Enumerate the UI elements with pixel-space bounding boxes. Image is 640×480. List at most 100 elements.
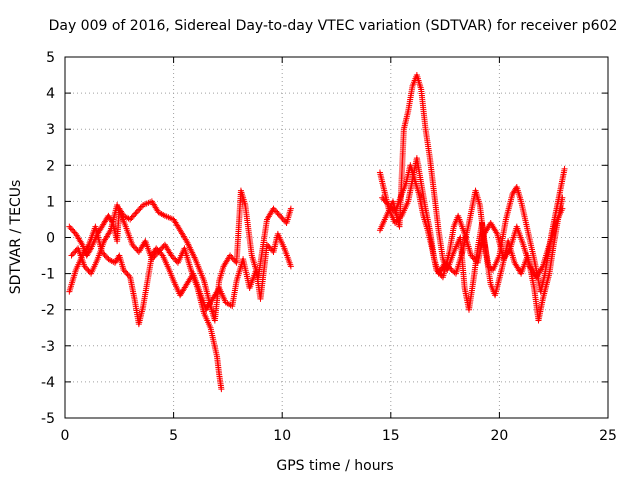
y-tick-label: 1 xyxy=(46,194,55,210)
y-tick-label: 2 xyxy=(46,158,55,174)
data-point-marker xyxy=(389,206,396,213)
grid-lines xyxy=(65,57,608,418)
data-point-marker xyxy=(128,215,135,222)
data-point-marker xyxy=(169,253,176,260)
data-point-marker xyxy=(287,205,294,212)
data-point-marker xyxy=(168,252,175,259)
data-point-marker xyxy=(124,271,131,278)
data-point-marker xyxy=(125,272,132,279)
data-point-marker xyxy=(559,205,566,212)
data-point-marker xyxy=(153,245,160,252)
data-point-marker xyxy=(70,228,77,235)
data-point-marker xyxy=(380,196,387,203)
y-tick-label: -4 xyxy=(41,375,55,391)
data-point-marker xyxy=(155,248,162,255)
data-point-marker xyxy=(71,249,78,256)
y-axis-label: SDTVAR / TECUs xyxy=(8,180,24,295)
data-point-marker xyxy=(384,200,391,207)
data-point-marker xyxy=(270,205,277,212)
data-point-marker xyxy=(469,253,476,260)
data-point-marker xyxy=(228,253,235,260)
data-point-marker xyxy=(134,207,141,214)
data-point-marker xyxy=(85,267,92,274)
data-point-marker xyxy=(561,165,568,172)
data-point-marker xyxy=(263,241,270,248)
data-point-marker xyxy=(277,212,284,219)
data-point-marker xyxy=(559,194,566,201)
data-point-marker xyxy=(129,213,136,220)
data-point-marker xyxy=(287,263,294,270)
data-point-marker xyxy=(156,247,163,254)
data-point-marker xyxy=(230,256,237,263)
data-point-marker xyxy=(123,269,130,276)
x-tick-label: 10 xyxy=(273,428,291,444)
data-point-marker xyxy=(271,207,278,214)
data-point-marker xyxy=(68,252,75,259)
data-point-marker xyxy=(130,243,137,250)
data-point-marker xyxy=(133,209,140,216)
chart-title: Day 009 of 2016, Sidereal Day-to-day VTE… xyxy=(49,18,618,34)
data-point-marker xyxy=(131,212,138,219)
data-point-marker xyxy=(138,203,145,210)
data-point-marker xyxy=(472,256,479,263)
data-point-marker xyxy=(385,202,392,209)
data-point-marker xyxy=(275,211,282,218)
x-axis-label: GPS time / hours xyxy=(276,458,393,474)
data-point-marker xyxy=(69,251,76,258)
x-tick-label: 5 xyxy=(169,428,178,444)
data-point-marker xyxy=(158,251,165,258)
data-point-marker xyxy=(218,386,225,393)
y-tick-label: -1 xyxy=(41,267,55,283)
y-axis-ticks: -5 -4 -3 -2 -1 0 1 2 3 4 5 xyxy=(41,50,608,427)
data-point-marker xyxy=(82,264,89,271)
data-point-marker xyxy=(131,244,138,251)
data-point-marker xyxy=(273,208,280,215)
data-point-marker xyxy=(72,248,79,255)
data-point-marker xyxy=(158,246,165,253)
data-point-marker xyxy=(129,241,136,248)
data-point-marker xyxy=(468,252,475,259)
series-trace-b xyxy=(66,223,294,328)
data-point-marker xyxy=(274,209,281,216)
data-point-marker xyxy=(151,253,158,260)
data-points xyxy=(66,72,568,393)
x-tick-label: 25 xyxy=(599,428,617,444)
data-point-marker xyxy=(267,246,274,253)
data-point-marker xyxy=(148,256,155,263)
data-point-marker xyxy=(102,253,109,260)
y-tick-label: -3 xyxy=(41,339,55,355)
x-tick-label: 20 xyxy=(490,428,508,444)
data-point-marker xyxy=(437,271,444,278)
data-point-marker xyxy=(379,194,386,201)
data-point-marker xyxy=(152,251,159,258)
y-tick-label: 5 xyxy=(46,50,55,66)
y-tick-label: 0 xyxy=(46,231,55,247)
data-point-marker xyxy=(136,206,143,213)
data-point-marker xyxy=(68,226,75,233)
data-point-marker xyxy=(266,244,273,251)
data-point-marker xyxy=(279,215,286,222)
data-point-marker xyxy=(172,256,179,263)
data-point-marker xyxy=(120,266,127,273)
data-point-marker xyxy=(433,266,440,273)
series-trace-a xyxy=(66,187,294,324)
data-point-marker xyxy=(132,210,139,217)
y-tick-label: 4 xyxy=(46,86,55,102)
data-point-marker xyxy=(127,216,134,223)
x-tick-label: 0 xyxy=(61,428,70,444)
data-point-marker xyxy=(171,255,178,262)
data-point-marker xyxy=(66,223,73,230)
data-point-marker xyxy=(150,254,157,261)
data-point-marker xyxy=(265,243,272,250)
data-point-marker xyxy=(388,204,395,211)
data-point-marker xyxy=(154,250,161,257)
data-point-marker xyxy=(101,251,108,258)
y-tick-label: -5 xyxy=(41,411,55,427)
data-point-marker xyxy=(67,225,74,232)
x-axis-ticks: 0 5 10 15 20 25 xyxy=(61,57,617,444)
y-tick-label: -2 xyxy=(41,303,55,319)
data-point-marker xyxy=(381,197,388,204)
data-point-marker xyxy=(386,203,393,210)
x-tick-label: 15 xyxy=(382,428,400,444)
